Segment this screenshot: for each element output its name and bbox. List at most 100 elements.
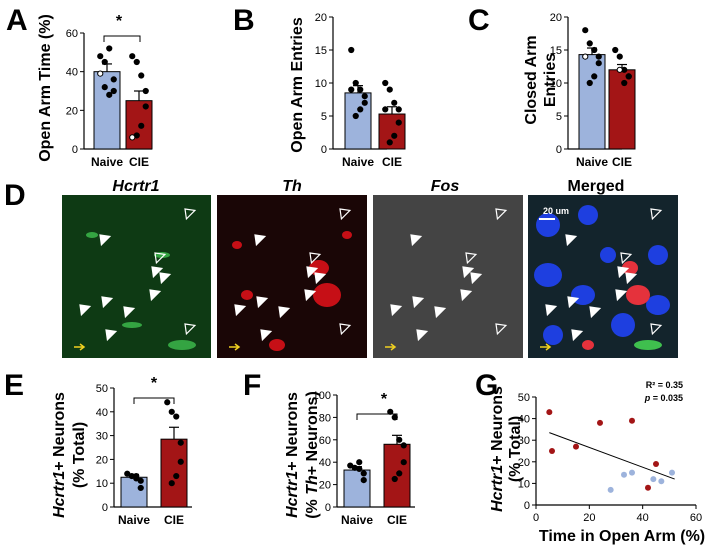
dapi-nucleus <box>543 325 563 345</box>
data-point <box>110 87 117 95</box>
y-tick-label: 5 <box>321 111 327 123</box>
arrowhead-filled-icon <box>105 329 118 342</box>
y-tick-label: 0 <box>102 502 108 514</box>
arrowhead-filled-icon <box>390 304 403 317</box>
y-tick-label: 80 <box>319 412 331 424</box>
y-tick-label: 40 <box>96 407 108 419</box>
data-point <box>173 472 180 480</box>
data-point <box>164 399 171 406</box>
merged-th-signal <box>622 261 638 275</box>
regression-line <box>549 432 675 480</box>
ylabel-e-gene: Hcrtr1 <box>51 471 68 518</box>
y-tick-label: 20 <box>518 457 530 469</box>
y-tick-label: 0 <box>325 502 331 514</box>
th-signal <box>269 339 285 351</box>
arrowhead-open-icon <box>339 323 352 336</box>
data-point <box>391 132 398 139</box>
dapi-nucleus <box>536 213 560 237</box>
category-label-naive: Naive <box>91 155 123 169</box>
category-label-naive: Naive <box>576 155 608 169</box>
arrowhead-open-icon <box>495 323 508 336</box>
y-tick-label: 5 <box>556 111 562 123</box>
data-point <box>137 484 144 492</box>
scatter-point-naive <box>607 486 614 493</box>
data-point <box>396 470 403 477</box>
y-tick-label: 50 <box>96 383 108 395</box>
data-point <box>582 27 589 34</box>
y-tick-label: 10 <box>315 78 327 90</box>
data-point <box>612 46 619 54</box>
data-point <box>106 91 113 98</box>
data-point <box>142 87 149 95</box>
y-tick-label: 20 <box>319 480 331 492</box>
arrowhead-filled-icon <box>159 272 172 285</box>
arrowhead-filled-icon <box>99 234 112 247</box>
arrowhead-filled-icon <box>149 289 162 302</box>
data-point <box>395 119 402 126</box>
ylabel-f-pre: (% <box>304 495 321 519</box>
arrowhead-open-icon <box>465 252 478 265</box>
ylabel-f-line2: (% Th+ Neurons) <box>304 391 321 519</box>
data-point <box>400 459 407 466</box>
arrowhead-filled-icon <box>589 306 602 319</box>
arrowhead-open-icon <box>339 208 352 221</box>
y-tick-label: 0 <box>524 500 530 512</box>
dapi-nucleus <box>534 263 562 287</box>
x-tick-label: 20 <box>583 512 595 524</box>
y-tick-label: 30 <box>518 435 530 447</box>
data-point <box>142 103 149 110</box>
sig-star-a: * <box>116 13 123 30</box>
arrowhead-filled-icon <box>314 272 327 285</box>
data-point <box>348 86 355 93</box>
yellow-arrow-icon <box>540 343 552 351</box>
stat-r2: R² = 0.35 <box>646 380 683 390</box>
data-point <box>352 79 359 87</box>
scatter-point-naive <box>621 471 627 478</box>
y-tick-label: 15 <box>550 45 562 57</box>
category-label-naive: Naive <box>118 513 150 527</box>
ylabel-f-gene2: Th <box>304 475 321 495</box>
th-signal <box>232 241 242 249</box>
data-point <box>177 439 184 446</box>
bar-naive <box>93 71 121 150</box>
arrowhead-filled-icon <box>416 329 429 342</box>
data-point <box>168 480 175 487</box>
micrograph-hcrtr1 <box>62 195 211 358</box>
bar-cie <box>383 443 411 508</box>
data-point <box>386 86 393 93</box>
data-point <box>356 465 363 473</box>
scatter-point-cie <box>629 417 635 424</box>
sig-star-e: * <box>151 375 158 392</box>
bar-naive <box>343 469 371 508</box>
scatter-point-cie <box>645 484 651 491</box>
arrowhead-filled-icon <box>151 266 164 279</box>
yellow-arrow-icon <box>385 343 397 351</box>
y-tick-label: 60 <box>319 435 331 447</box>
data-point <box>129 134 136 141</box>
significance-bracket <box>103 35 141 42</box>
data-point <box>101 58 108 66</box>
arrowhead-filled-icon <box>462 266 475 279</box>
data-point <box>391 99 398 106</box>
y-tick-label: 30 <box>96 431 108 443</box>
dapi-nucleus <box>648 245 668 265</box>
th-signal <box>342 231 352 239</box>
arrowhead-filled-icon <box>304 289 317 302</box>
category-label-cie: CIE <box>612 155 632 169</box>
ylabel-e-line2: (% Total) <box>71 422 88 488</box>
data-point <box>138 122 145 129</box>
yellow-arrow-icon <box>74 343 86 351</box>
data-point <box>625 73 632 80</box>
th-signal <box>241 290 253 300</box>
chart-g: 0 10 20 30 40 50 0 20 40 60 <box>518 392 702 524</box>
th-signal <box>313 283 341 307</box>
category-label-cie: CIE <box>164 513 184 527</box>
hcrtr1-signal <box>86 232 98 238</box>
img-title-merged: Merged <box>568 178 625 195</box>
scatter-point-naive <box>629 469 635 476</box>
stat-p-value: = 0.035 <box>650 393 683 403</box>
ylabel-c-line2: Entries <box>542 53 559 107</box>
x-tick-label: 0 <box>533 512 539 524</box>
chart-b: 0 5 10 15 20 Naive CIE <box>315 12 406 169</box>
arrowhead-filled-icon <box>234 304 247 317</box>
